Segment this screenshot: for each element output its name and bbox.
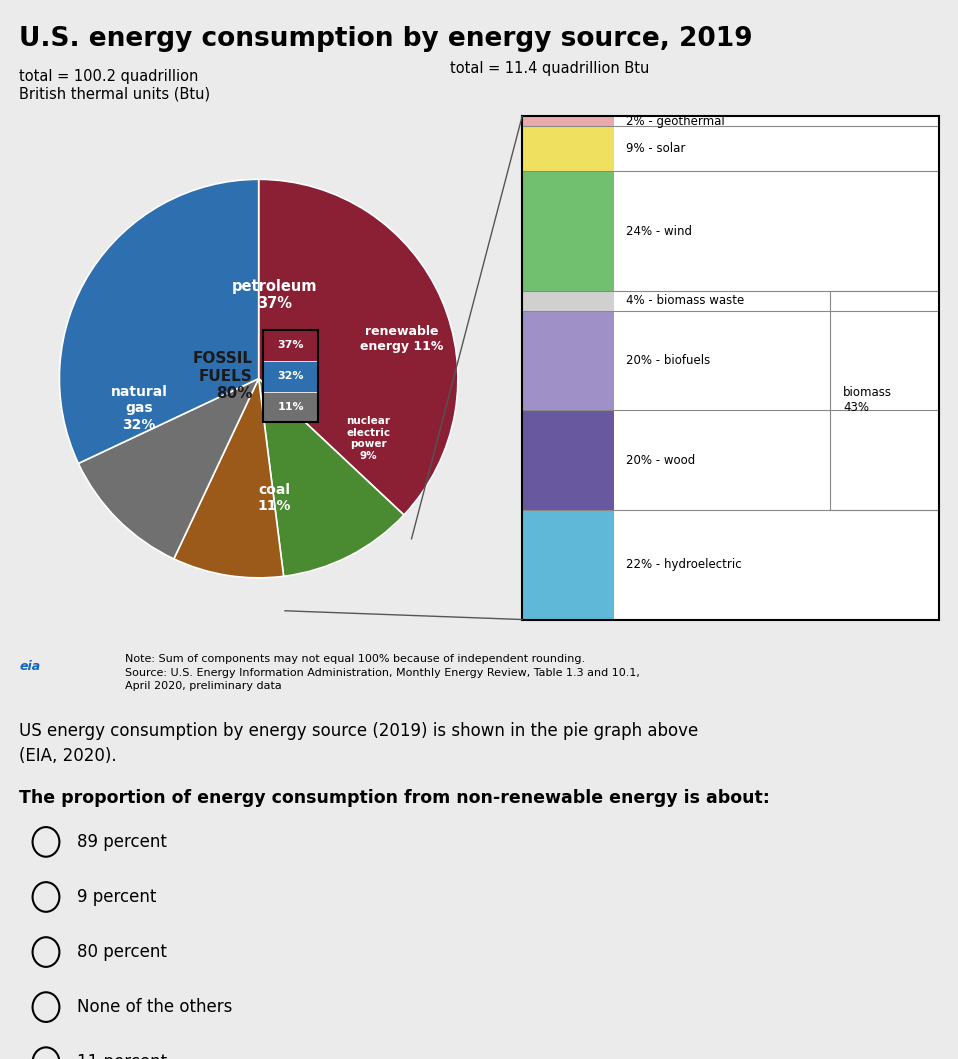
Text: 22% - hydroelectric: 22% - hydroelectric <box>627 558 741 571</box>
Bar <box>522 116 614 126</box>
Text: coal
11%: coal 11% <box>258 483 291 514</box>
Text: 20% - biofuels: 20% - biofuels <box>627 354 711 367</box>
Text: None of the others: None of the others <box>77 999 232 1016</box>
Text: 11 percent: 11 percent <box>77 1054 167 1059</box>
Text: 20% - wood: 20% - wood <box>627 453 696 467</box>
Wedge shape <box>259 179 458 515</box>
Text: total = 11.4 quadrillion Btu: total = 11.4 quadrillion Btu <box>450 61 650 76</box>
Text: 80 percent: 80 percent <box>77 944 167 961</box>
Text: 32%: 32% <box>277 371 304 381</box>
Text: 9 percent: 9 percent <box>77 889 156 905</box>
Text: 89 percent: 89 percent <box>77 833 167 850</box>
Text: 4% - biomass waste: 4% - biomass waste <box>627 294 744 307</box>
Wedge shape <box>79 378 259 559</box>
Polygon shape <box>262 392 318 423</box>
Bar <box>522 291 614 310</box>
Text: 11%: 11% <box>277 402 304 412</box>
Text: US energy consumption by energy source (2019) is shown in the pie graph above
(E: US energy consumption by energy source (… <box>19 722 698 766</box>
Polygon shape <box>262 329 318 361</box>
Text: renewable
energy 11%: renewable energy 11% <box>360 325 444 353</box>
Bar <box>522 310 614 410</box>
Text: petroleum
37%: petroleum 37% <box>232 279 317 311</box>
Text: 24% - wind: 24% - wind <box>627 225 693 237</box>
Text: The proportion of energy consumption from non-renewable energy is about:: The proportion of energy consumption fro… <box>19 789 770 807</box>
Text: U.S. energy consumption by energy source, 2019: U.S. energy consumption by energy source… <box>19 26 753 53</box>
Text: nuclear
electric
power
9%: nuclear electric power 9% <box>346 416 390 461</box>
Text: FOSSIL
FUELS
80%: FOSSIL FUELS 80% <box>193 352 253 401</box>
Text: 37%: 37% <box>277 340 304 351</box>
Text: 9% - solar: 9% - solar <box>627 142 686 156</box>
Text: eia: eia <box>19 660 40 672</box>
Text: natural
gas
32%: natural gas 32% <box>111 385 168 432</box>
Wedge shape <box>259 378 404 576</box>
Text: Note: Sum of components may not equal 100% because of independent rounding.
Sour: Note: Sum of components may not equal 10… <box>125 654 639 690</box>
Text: total = 100.2 quadrillion
British thermal units (Btu): total = 100.2 quadrillion British therma… <box>19 69 211 102</box>
Bar <box>522 410 614 510</box>
Bar <box>522 510 614 620</box>
Wedge shape <box>173 378 284 578</box>
Bar <box>522 172 614 291</box>
Text: biomass
43%: biomass 43% <box>843 387 892 414</box>
Polygon shape <box>262 361 318 392</box>
Text: 2% - geothermal: 2% - geothermal <box>627 115 725 128</box>
Wedge shape <box>59 179 259 464</box>
Bar <box>522 126 614 172</box>
